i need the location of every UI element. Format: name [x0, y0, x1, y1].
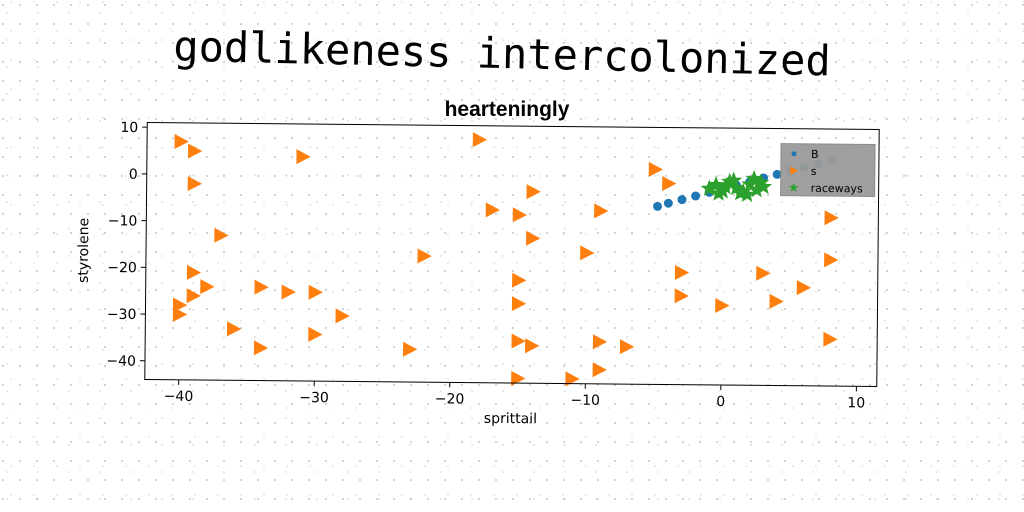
point-s-17 [186, 264, 202, 280]
x-tick-label--40: −40 [164, 389, 194, 405]
legend: Bs raceways [780, 143, 876, 198]
point-B-3 [691, 191, 701, 201]
point-s-23 [200, 279, 215, 295]
point-B-0 [653, 201, 663, 211]
point-raceways-15 [745, 169, 763, 187]
point-s-18 [512, 272, 527, 288]
chart-subtitle: hearteningly [445, 98, 570, 121]
point-raceways-12 [752, 173, 770, 190]
point-s-6 [662, 176, 677, 192]
x-tick-label--20: −20 [435, 391, 465, 407]
point-s-30 [674, 288, 689, 304]
point-s-43 [511, 370, 526, 386]
legend-label-raceways: raceways [811, 182, 863, 196]
legend-marker-B [791, 151, 797, 157]
point-B-2 [677, 195, 687, 205]
point-raceways-7 [748, 181, 766, 198]
point-s-13 [214, 227, 229, 243]
point-s-14 [526, 184, 541, 200]
y-tick-label-0: 0 [129, 167, 138, 183]
point-s-28 [511, 296, 527, 312]
point-B-1 [663, 198, 673, 208]
point-s-2 [187, 176, 202, 192]
point-s-5 [648, 161, 664, 177]
point-s-45 [823, 331, 838, 347]
point-s-12 [824, 210, 839, 226]
point-raceways-14 [731, 184, 749, 201]
point-s-41 [619, 339, 635, 355]
point-B-9 [772, 169, 782, 179]
point-s-35 [308, 326, 323, 342]
point-s-32 [769, 293, 784, 309]
point-s-31 [715, 298, 730, 314]
point-s-34 [226, 321, 242, 337]
point-s-26 [172, 306, 188, 322]
point-s-10 [526, 230, 541, 246]
point-s-3 [296, 149, 311, 165]
x-axis-label: sprittail [484, 411, 537, 428]
point-s-0 [174, 133, 189, 149]
point-s-37 [402, 341, 418, 357]
plot-frame [144, 122, 880, 388]
point-raceways-13 [716, 177, 735, 195]
y-axis-ticks: 10 0 −10 −20 −30 −40 [106, 120, 148, 370]
legend-marker-raceways [788, 182, 799, 192]
y-tick-label--20: −20 [107, 260, 137, 276]
x-axis-ticks: −40 −30 −20 −10 0 10 [164, 379, 865, 411]
legend-label-B: B [811, 148, 819, 161]
point-s-25 [308, 284, 323, 300]
point-s-11 [594, 203, 609, 219]
point-s-39 [525, 338, 540, 354]
point-s-24 [281, 284, 296, 300]
y-tick-label--40: −40 [106, 353, 136, 369]
point-s-9 [512, 207, 528, 223]
point-s-4 [472, 132, 488, 148]
y-axis-label: styrolene [76, 218, 93, 283]
legend-marker-s [790, 166, 799, 175]
legend-label-s: s [811, 165, 817, 178]
point-raceways-1 [707, 175, 725, 193]
series-raceways [700, 169, 772, 202]
point-s-20 [756, 265, 771, 281]
point-raceways-10 [725, 171, 743, 188]
point-s-33 [796, 280, 812, 296]
x-tick-label-10: 10 [847, 395, 865, 411]
x-tick-label-0: 0 [716, 394, 725, 410]
chart-title: godlikeness intercolonized [173, 22, 831, 86]
point-s-22 [254, 279, 269, 295]
series-s [172, 132, 839, 387]
point-raceways-0 [700, 179, 718, 196]
point-raceways-9 [710, 184, 728, 201]
point-raceways-4 [727, 178, 745, 196]
point-s-1 [187, 143, 203, 159]
x-tick-label--30: −30 [299, 390, 329, 406]
point-s-27 [186, 288, 201, 304]
y-tick-label--30: −30 [107, 307, 137, 323]
point-s-40 [592, 334, 608, 350]
point-s-36 [253, 340, 269, 356]
point-s-29 [335, 308, 350, 324]
point-s-42 [592, 362, 607, 378]
x-tick-label--10: −10 [570, 393, 600, 409]
point-s-15 [580, 245, 595, 261]
y-tick-label--10: −10 [108, 213, 138, 229]
y-tick-label-10: 10 [120, 120, 138, 136]
point-s-8 [485, 202, 500, 218]
point-s-38 [511, 333, 526, 349]
data-marks [172, 132, 839, 387]
point-s-16 [417, 248, 432, 264]
plot-group: −40 −30 −20 −10 0 10 10 0 −10 −20 −30 −40 sprittai… [76, 120, 880, 428]
point-s-21 [824, 252, 839, 268]
point-s-44 [565, 371, 580, 387]
legend-box [780, 143, 876, 198]
point-s-19 [674, 264, 690, 280]
